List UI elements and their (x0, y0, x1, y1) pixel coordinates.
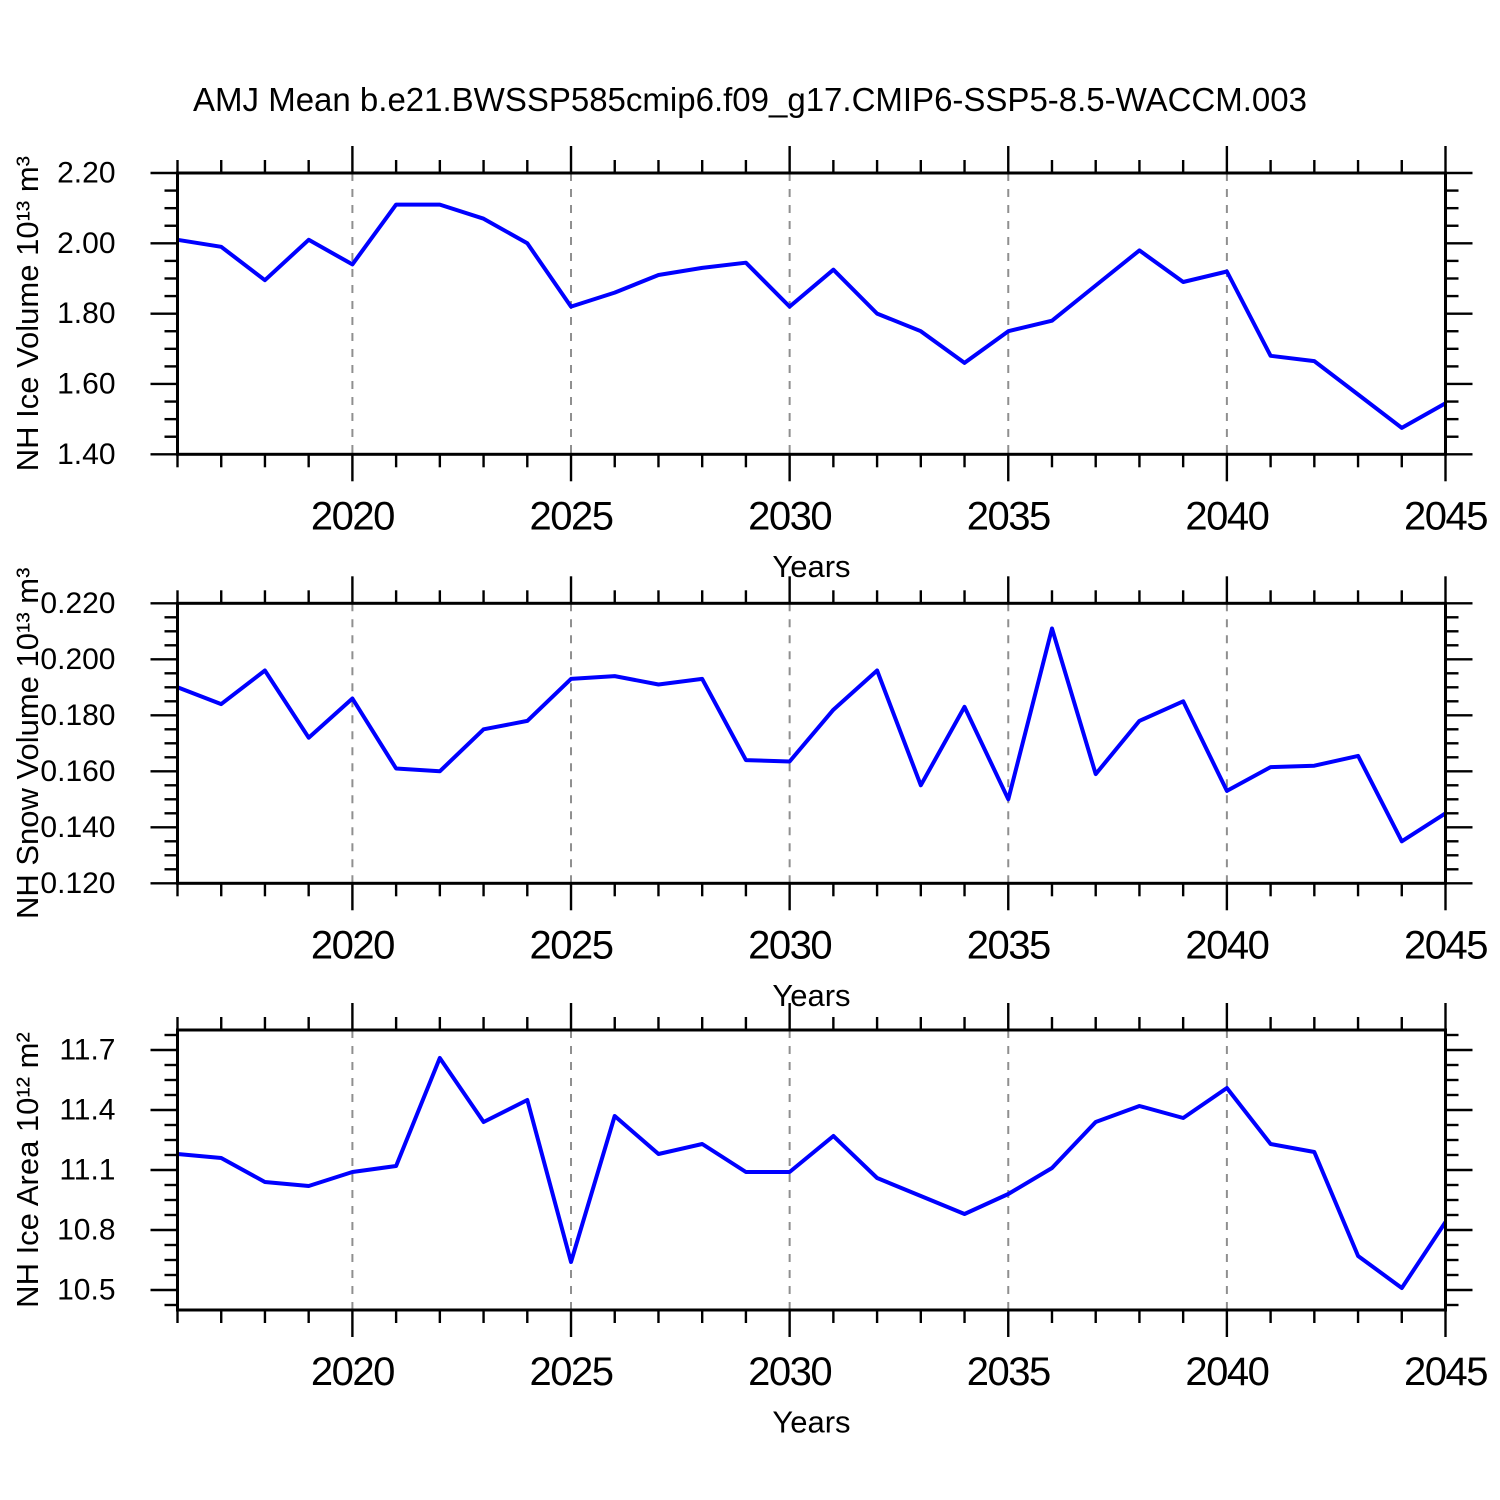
y-tick-label: 2.00 (57, 227, 115, 260)
x-tick-label: 2035 (967, 923, 1050, 967)
x-tick-label: 2045 (1404, 494, 1487, 538)
x-tick-label: 2040 (1185, 1350, 1268, 1394)
axis-ticks (150, 576, 1473, 911)
x-axis-title: Years (772, 1405, 850, 1440)
panel-nh-ice-area: 10.5 10.8 11.1 11.4 11.7 2020 2025 2030 2035 2040… (10, 1003, 1489, 1440)
y-tick-label: 0.120 (40, 867, 115, 900)
nh-ice-area-line (177, 1056, 1448, 1290)
y-tick-label: 1.60 (57, 367, 115, 400)
y-tick-label: 1.80 (57, 297, 115, 330)
nh-ice-volume-line (177, 202, 1447, 430)
y-axis-title: NH Ice Volume 10¹³ m³ (10, 156, 45, 471)
y-tick-label: 0.160 (40, 755, 115, 788)
x-tick-label: 2040 (1185, 494, 1268, 538)
x-tick-label: 2025 (530, 494, 613, 538)
x-tick-label: 2020 (311, 1350, 394, 1394)
x-tick-label: 2030 (748, 923, 831, 967)
plot-frame (176, 601, 1447, 885)
y-tick-label: 0.140 (40, 811, 115, 844)
y-tick-label: 11.1 (59, 1154, 115, 1187)
panel-nh-snow-volume: 0.120 0.140 0.160 0.180 0.200 0.220 2020 2025 20… (10, 568, 1489, 1013)
y-tick-label: 0.200 (40, 643, 115, 676)
axis-ticks (150, 146, 1473, 482)
panel-nh-ice-volume: 1.40 1.60 1.80 2.00 2.20 2020 2025 2030 2035 2040… (10, 146, 1489, 584)
x-tick-label: 2025 (530, 1350, 613, 1394)
gridlines (351, 603, 1228, 884)
y-axis-title: NH Ice Area 10¹² m² (10, 1032, 45, 1308)
chart-title: AMJ Mean b.e21.BWSSP585cmip6.f09_g17.CMI… (193, 81, 1307, 118)
y-tick-label: 10.5 (57, 1274, 115, 1307)
x-tick-label: 2030 (748, 1350, 831, 1394)
x-axis-title: Years (772, 978, 850, 1013)
x-tick-label: 2030 (748, 494, 831, 538)
x-tick-label: 2035 (967, 1350, 1050, 1394)
x-tick-label: 2020 (311, 923, 394, 967)
gridlines (351, 173, 1228, 455)
plot-frame (176, 171, 1447, 456)
y-tick-label: 2.20 (57, 157, 115, 190)
y-axis-title: NH Snow Volume 10¹³ m³ (10, 568, 45, 919)
x-tick-label: 2040 (1185, 923, 1268, 967)
y-tick-label: 11.4 (59, 1094, 115, 1127)
y-tick-label: 0.180 (40, 699, 115, 732)
y-tick-label: 1.40 (57, 438, 115, 471)
y-tick-label: 10.8 (57, 1214, 115, 1247)
nh-snow-volume-line (176, 626, 1447, 844)
y-tick-label: 11.7 (59, 1034, 115, 1067)
x-tick-label: 2025 (530, 923, 613, 967)
x-tick-label: 2035 (967, 494, 1050, 538)
x-tick-label: 2020 (311, 494, 394, 538)
x-tick-label: 2045 (1404, 1350, 1487, 1394)
axis-ticks (150, 1003, 1473, 1337)
x-axis-title: Years (772, 549, 850, 584)
y-tick-label: 0.220 (40, 587, 115, 620)
x-tick-label: 2045 (1404, 923, 1487, 967)
